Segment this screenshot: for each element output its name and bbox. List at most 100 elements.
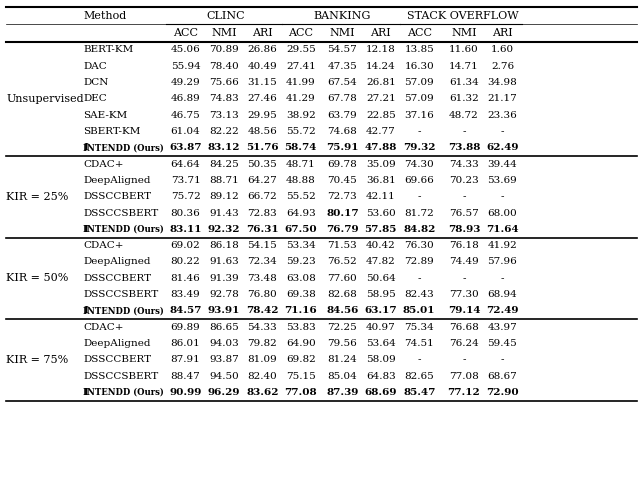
Text: 12.18: 12.18 xyxy=(366,46,396,55)
Text: 71.64: 71.64 xyxy=(486,225,518,234)
Text: 82.22: 82.22 xyxy=(209,127,239,136)
Text: INTENDD (Ours): INTENDD (Ours) xyxy=(83,388,164,397)
Text: 91.39: 91.39 xyxy=(209,274,239,283)
Text: CDAC+: CDAC+ xyxy=(83,241,124,250)
Text: 68.69: 68.69 xyxy=(365,388,397,397)
Text: 38.92: 38.92 xyxy=(286,111,316,120)
Text: 73.88: 73.88 xyxy=(448,143,480,152)
Text: DeepAligned: DeepAligned xyxy=(83,258,150,266)
Text: -: - xyxy=(417,192,421,201)
Text: 73.48: 73.48 xyxy=(248,274,277,283)
Text: NMI: NMI xyxy=(330,28,355,38)
Text: 13.85: 13.85 xyxy=(404,46,434,55)
Text: 41.99: 41.99 xyxy=(286,78,316,87)
Text: 58.74: 58.74 xyxy=(285,143,317,152)
Text: 92.32: 92.32 xyxy=(208,225,240,234)
Text: 80.36: 80.36 xyxy=(171,208,200,217)
Text: 51.76: 51.76 xyxy=(246,143,278,152)
Text: 66.72: 66.72 xyxy=(248,192,277,201)
Text: -: - xyxy=(417,355,421,365)
Text: 88.47: 88.47 xyxy=(171,372,200,381)
Text: 76.24: 76.24 xyxy=(449,339,479,348)
Text: 77.08: 77.08 xyxy=(449,372,479,381)
Text: 14.24: 14.24 xyxy=(366,62,396,71)
Text: 93.87: 93.87 xyxy=(209,355,239,365)
Text: 50.64: 50.64 xyxy=(366,274,396,283)
Text: CDAC+: CDAC+ xyxy=(83,160,124,169)
Text: 93.91: 93.91 xyxy=(208,307,240,316)
Text: 64.90: 64.90 xyxy=(286,339,316,348)
Text: 92.78: 92.78 xyxy=(209,290,239,299)
Text: 84.25: 84.25 xyxy=(209,160,239,169)
Text: 85.04: 85.04 xyxy=(328,372,357,381)
Text: I: I xyxy=(83,388,88,397)
Text: 75.34: 75.34 xyxy=(404,323,434,332)
Text: 82.40: 82.40 xyxy=(248,372,277,381)
Text: DeepAligned: DeepAligned xyxy=(83,339,150,348)
Text: 29.55: 29.55 xyxy=(286,46,316,55)
Text: 88.71: 88.71 xyxy=(209,176,239,185)
Text: -: - xyxy=(500,274,504,283)
Text: 40.42: 40.42 xyxy=(366,241,396,250)
Text: 76.18: 76.18 xyxy=(449,241,479,250)
Text: 74.51: 74.51 xyxy=(404,339,434,348)
Text: 79.56: 79.56 xyxy=(328,339,357,348)
Text: 80.22: 80.22 xyxy=(171,258,200,266)
Text: 83.12: 83.12 xyxy=(208,143,240,152)
Text: I: I xyxy=(83,143,88,152)
Text: 89.12: 89.12 xyxy=(209,192,239,201)
Text: 53.64: 53.64 xyxy=(366,339,396,348)
Text: 80.17: 80.17 xyxy=(326,208,358,217)
Text: 69.38: 69.38 xyxy=(286,290,316,299)
Text: -: - xyxy=(462,127,466,136)
Text: 71.53: 71.53 xyxy=(328,241,357,250)
Text: 76.68: 76.68 xyxy=(449,323,479,332)
Text: 71.16: 71.16 xyxy=(284,307,317,316)
Text: 55.52: 55.52 xyxy=(286,192,316,201)
Text: 57.09: 57.09 xyxy=(404,78,434,87)
Text: 57.09: 57.09 xyxy=(404,94,434,103)
Text: BERT-KM: BERT-KM xyxy=(83,46,134,55)
Text: -: - xyxy=(462,274,466,283)
Text: Unsupervised: Unsupervised xyxy=(6,94,84,104)
Text: 26.86: 26.86 xyxy=(248,46,277,55)
Text: 63.08: 63.08 xyxy=(286,274,316,283)
Text: KIR = 50%: KIR = 50% xyxy=(6,274,68,283)
Text: 94.03: 94.03 xyxy=(209,339,239,348)
Text: KIR = 25%: KIR = 25% xyxy=(6,192,68,202)
Text: CDAC+: CDAC+ xyxy=(83,323,124,332)
Text: 41.29: 41.29 xyxy=(286,94,316,103)
Text: 77.08: 77.08 xyxy=(285,388,317,397)
Text: 39.44: 39.44 xyxy=(488,160,517,169)
Text: 75.15: 75.15 xyxy=(286,372,316,381)
Text: 14.71: 14.71 xyxy=(449,62,479,71)
Text: CLINC: CLINC xyxy=(206,11,245,21)
Text: 74.49: 74.49 xyxy=(449,258,479,266)
Text: 77.30: 77.30 xyxy=(449,290,479,299)
Text: 40.49: 40.49 xyxy=(248,62,277,71)
Text: 78.93: 78.93 xyxy=(448,225,480,234)
Text: NMI: NMI xyxy=(451,28,477,38)
Text: 36.81: 36.81 xyxy=(366,176,396,185)
Text: 73.13: 73.13 xyxy=(209,111,239,120)
Text: 86.01: 86.01 xyxy=(171,339,200,348)
Text: 55.94: 55.94 xyxy=(171,62,200,71)
Text: 46.89: 46.89 xyxy=(171,94,200,103)
Text: 84.82: 84.82 xyxy=(403,225,435,234)
Text: 57.96: 57.96 xyxy=(488,258,517,266)
Text: 69.89: 69.89 xyxy=(171,323,200,332)
Text: BANKING: BANKING xyxy=(314,11,371,21)
Text: I: I xyxy=(83,307,88,316)
Text: 49.29: 49.29 xyxy=(171,78,200,87)
Text: 54.15: 54.15 xyxy=(248,241,277,250)
Text: 69.02: 69.02 xyxy=(171,241,200,250)
Text: 67.78: 67.78 xyxy=(328,94,357,103)
Text: 67.50: 67.50 xyxy=(285,225,317,234)
Text: 84.57: 84.57 xyxy=(170,307,202,316)
Text: DSSCCBERT: DSSCCBERT xyxy=(83,355,151,365)
Text: 76.57: 76.57 xyxy=(449,208,479,217)
Text: INTENDD (Ours): INTENDD (Ours) xyxy=(83,225,164,234)
Text: ARI: ARI xyxy=(371,28,391,38)
Text: KIR = 75%: KIR = 75% xyxy=(6,355,68,365)
Text: 64.93: 64.93 xyxy=(286,208,316,217)
